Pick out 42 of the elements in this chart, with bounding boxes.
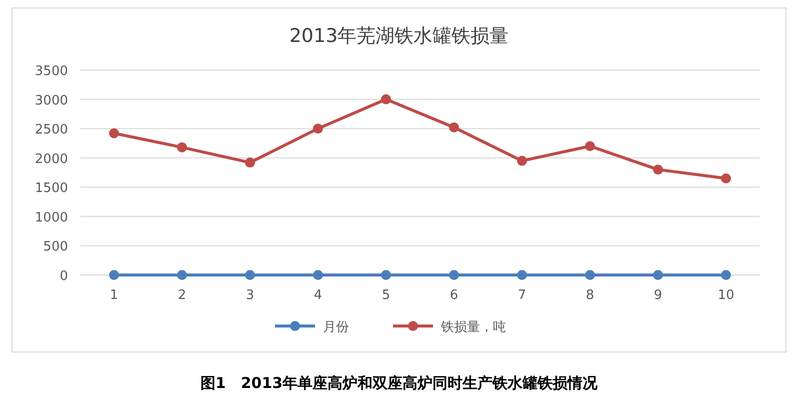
point xyxy=(653,270,663,280)
x-tick-label: 8 xyxy=(586,288,594,303)
x-tick-label: 1 xyxy=(110,288,118,303)
point xyxy=(177,142,187,152)
point xyxy=(721,270,731,280)
y-tick-label: 2500 xyxy=(34,122,68,138)
point xyxy=(653,164,663,175)
point xyxy=(109,270,119,280)
y-tick-label: 3500 xyxy=(34,64,68,79)
caption: 图1 2013年单座高炉和双座高炉同时生产铁水罐铁损情况 xyxy=(200,374,599,392)
x-tick-label: 10 xyxy=(718,288,734,303)
legend-label: 铁损量，吨 xyxy=(440,320,506,335)
point xyxy=(109,128,119,138)
point xyxy=(245,158,255,168)
chart-title: 2013年芜湖铁水罐铁损量 xyxy=(289,25,509,47)
point xyxy=(517,156,527,166)
x-tick-label: 3 xyxy=(246,288,254,303)
point xyxy=(313,124,323,134)
point xyxy=(245,270,255,280)
y-tick-label: 1500 xyxy=(34,181,68,196)
x-tick-label: 6 xyxy=(450,288,458,303)
point xyxy=(585,141,595,152)
point xyxy=(449,270,459,280)
legend-label: 月份 xyxy=(323,320,349,335)
x-tick-label: 4 xyxy=(314,288,322,303)
y-tick-label: 500 xyxy=(43,240,68,255)
point xyxy=(517,270,527,280)
x-tick-label: 5 xyxy=(382,288,390,303)
x-tick-label: 7 xyxy=(518,288,526,303)
y-tick-label: 0 xyxy=(60,269,68,284)
point xyxy=(449,122,459,132)
x-tick-label: 9 xyxy=(654,288,662,303)
point xyxy=(381,94,391,104)
y-tick-label: 2000 xyxy=(34,152,68,167)
point xyxy=(313,270,323,280)
point xyxy=(381,270,391,280)
point xyxy=(585,270,595,280)
point xyxy=(721,173,731,184)
y-tick-label: 1000 xyxy=(34,210,68,226)
y-tick-label: 3000 xyxy=(34,93,68,108)
x-tick-label: 2 xyxy=(178,288,186,303)
point xyxy=(177,270,187,280)
